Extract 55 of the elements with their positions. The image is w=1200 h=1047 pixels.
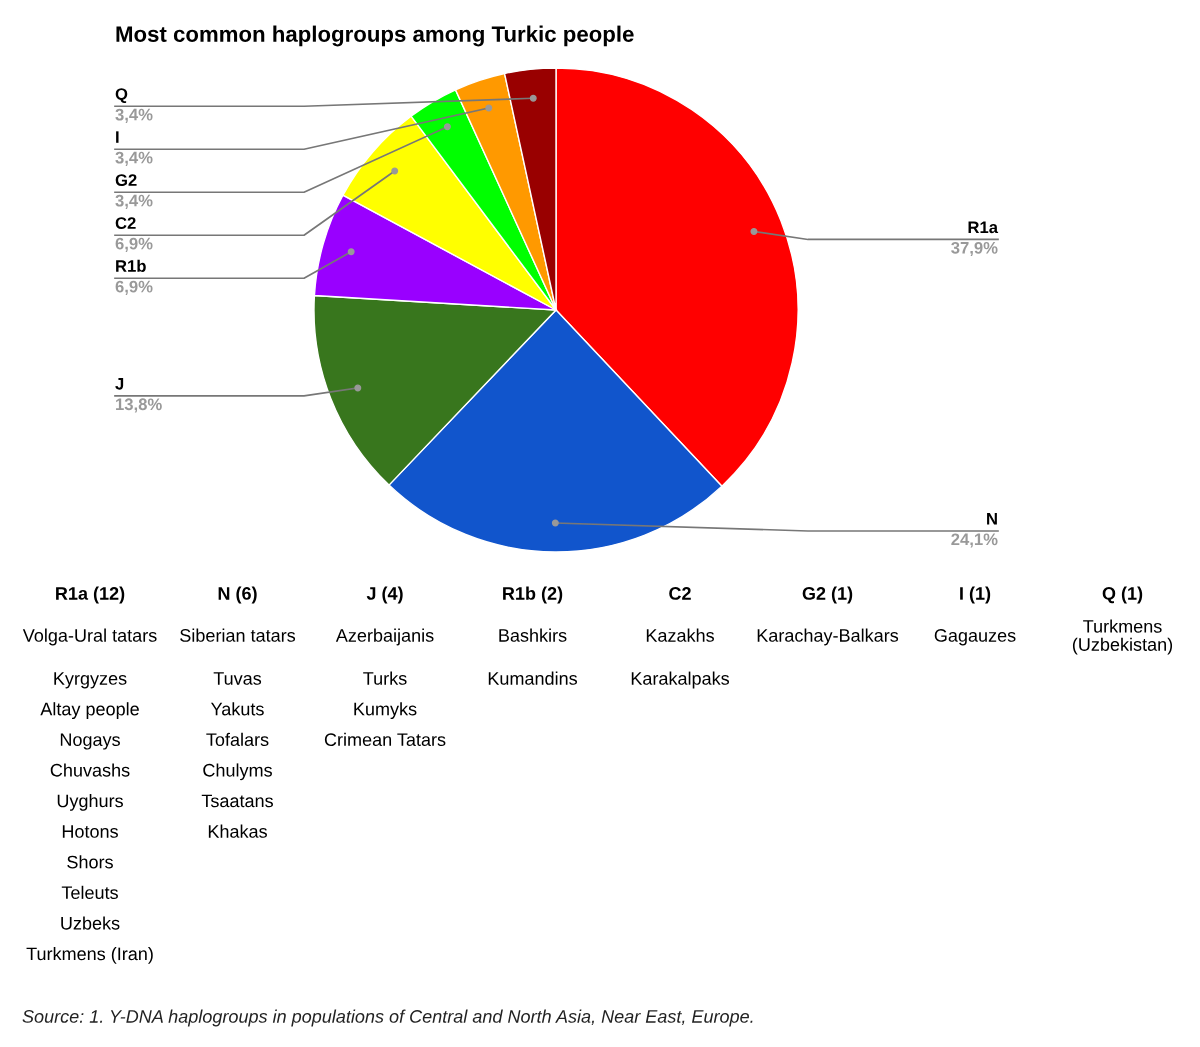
category-label: N (6) [218, 586, 257, 604]
text: Siberian tatars [180, 628, 296, 642]
data-label: 6,9% [115, 237, 153, 252]
data-label: 3,4% [115, 108, 153, 123]
source-note: Source: 1. Y-DNA haplogroups in populations of Central and North Asia, Near East, Europe. [22, 1009, 753, 1027]
text: Azerbaijanis [335, 628, 434, 646]
data-label: 3,4% [115, 194, 153, 209]
text: Volga-Ural tatars [22, 628, 157, 646]
text: Kazakhs [646, 628, 714, 642]
text: Karakalpaks [631, 671, 730, 689]
slice-label: C2 [115, 217, 136, 229]
text: Chuvashs [50, 763, 130, 777]
text: Kyrgyzes [54, 672, 127, 689]
category-label: R1a (12) [56, 586, 125, 604]
category-label: G2 (1) [802, 586, 853, 604]
text: Nogays [60, 733, 120, 750]
text: Altay people [40, 702, 139, 720]
category-label: C2 [669, 587, 691, 600]
text: Hotons [62, 825, 118, 838]
text: Uyghurs [57, 793, 123, 811]
text: Shors [67, 855, 113, 869]
text: Turks [363, 671, 407, 685]
category-label: J (4) [366, 586, 403, 604]
slice-label: J [115, 378, 124, 390]
slice-label: R1b [116, 259, 146, 272]
text: Kumyks [354, 702, 417, 720]
text: Kumandins [488, 671, 578, 685]
chart-title: Most common haplogroups among Turkic people [116, 25, 634, 47]
text: Tuvas [213, 672, 262, 685]
text: Tsaatans [201, 794, 273, 808]
data-label: 6,9% [115, 280, 153, 295]
text: Khakas [208, 824, 267, 838]
slice-label: G2 [115, 174, 137, 186]
text: Karachay-Balkars [757, 628, 899, 646]
text: Crimean Tatars [324, 732, 446, 747]
category-label: R1b (2) [503, 586, 563, 604]
slice-label: Q [115, 88, 128, 104]
data-label: 13,8% [116, 398, 162, 413]
data-label: 37,9% [951, 241, 998, 257]
text: Turkmens (Iran) [26, 946, 153, 964]
category-label: I (1) [960, 586, 991, 604]
text: Teleuts [61, 885, 118, 900]
data-label: 24,1% [951, 533, 998, 548]
text: Uzbeks [61, 916, 120, 930]
text: Bashkirs [499, 628, 567, 642]
text: Turkmens (Uzbekistan) [1072, 619, 1173, 655]
text: Gagauzes [934, 629, 1016, 646]
category-label: Q (1) [1102, 586, 1143, 604]
slice-label: N [987, 513, 997, 525]
data-label: 3,4% [115, 151, 153, 166]
text: Tofalars [206, 732, 269, 747]
text: Yakuts [210, 702, 264, 716]
slice-label: I [116, 131, 119, 143]
text: Chulyms [203, 763, 272, 781]
slice-label: R1a [968, 221, 999, 234]
